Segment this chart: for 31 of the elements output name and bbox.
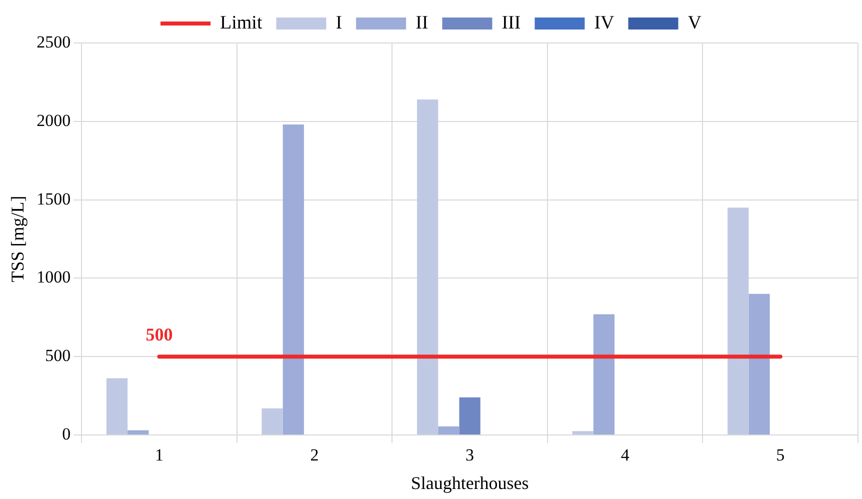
bar [572, 431, 594, 434]
bar [106, 378, 128, 434]
bar [728, 208, 749, 434]
x-tick-label: 2 [310, 446, 319, 465]
legend-label: I [336, 12, 342, 34]
bar [748, 294, 770, 434]
bar [128, 430, 149, 434]
legend-label: V [688, 12, 702, 34]
y-tick-label: 0 [62, 424, 71, 444]
y-axis-title: TSS [mg/L] [8, 196, 28, 282]
x-tick-label: 5 [776, 446, 785, 465]
legend-label: IV [594, 12, 615, 34]
y-tick-label: 2000 [36, 110, 71, 130]
annotation: 500 [146, 324, 173, 344]
bar [417, 99, 438, 434]
y-tick-label: 500 [45, 346, 71, 366]
bar [262, 408, 283, 434]
y-tick-label: 2500 [36, 32, 71, 52]
y-tick-label: 1000 [36, 268, 71, 287]
y-tick-label: 1500 [36, 189, 71, 208]
bar [593, 314, 615, 434]
bar [282, 124, 304, 434]
x-axis-title: Slaughterhouses [410, 472, 529, 493]
legend-label: Limit [220, 12, 263, 34]
bar [459, 397, 480, 434]
legend-label: II [416, 12, 428, 34]
bar [438, 426, 460, 434]
x-tick-label: 3 [466, 446, 474, 465]
legend-label: III [502, 12, 521, 34]
x-tick-label: 4 [620, 446, 630, 465]
x-tick-label: 1 [154, 446, 164, 465]
